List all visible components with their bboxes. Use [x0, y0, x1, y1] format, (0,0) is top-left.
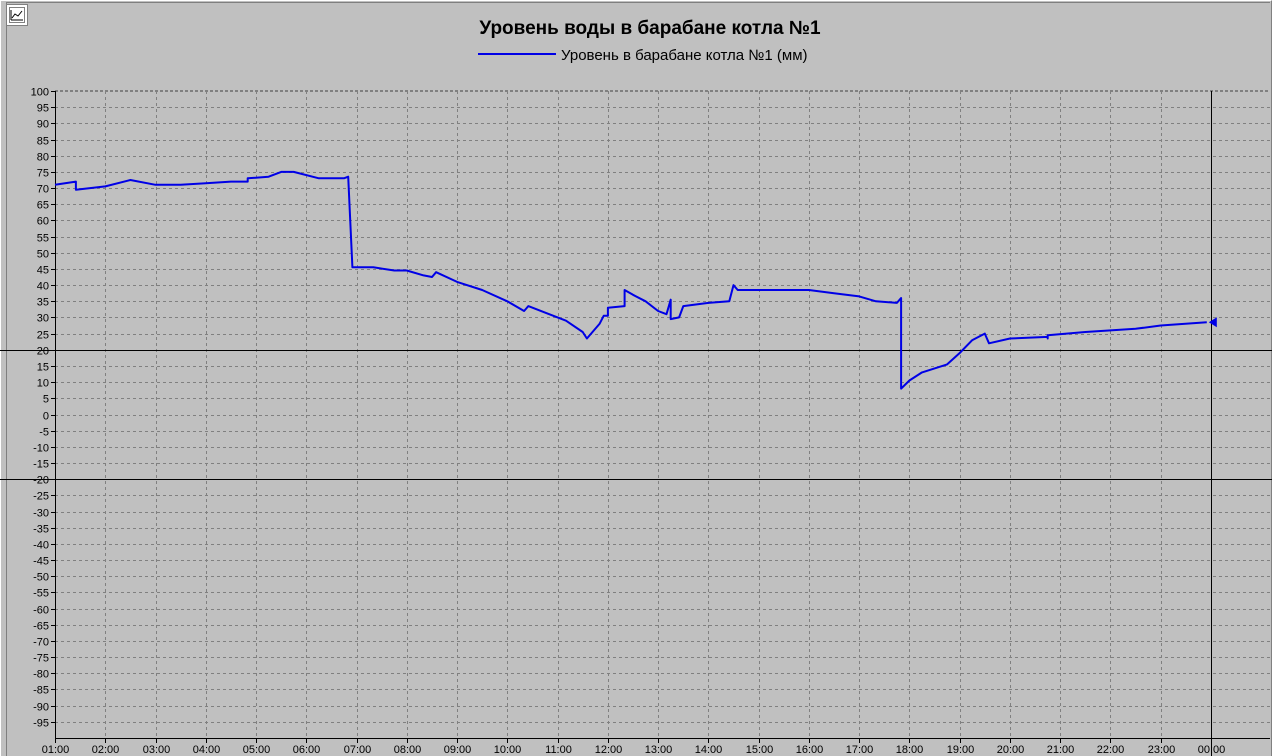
y-tick-label: -80	[33, 669, 49, 681]
y-tick-label: -50	[33, 572, 49, 584]
y-axis-ticks: 1009590858075706560555045403530252015105…	[31, 87, 55, 730]
y-tick-label: -85	[33, 685, 49, 697]
cursor-layer	[1208, 91, 1217, 756]
y-tick-label: 55	[37, 233, 49, 245]
y-tick-label: 45	[37, 265, 49, 277]
y-tick-label: 60	[37, 216, 49, 228]
x-tick-label: 21:00	[1047, 744, 1075, 756]
x-tick-label: 15:00	[746, 744, 774, 756]
x-tick-label: 08:00	[394, 744, 422, 756]
y-tick-label: -45	[33, 556, 49, 568]
y-tick-label: -35	[33, 524, 49, 536]
chart-settings-button[interactable]	[6, 4, 28, 26]
y-tick-label: 65	[37, 200, 49, 212]
x-tick-label: 17:00	[846, 744, 874, 756]
y-tick-label: 20	[37, 346, 49, 358]
x-tick-label: 20:00	[997, 744, 1025, 756]
x-tick-label: 02:00	[92, 744, 120, 756]
y-tick-label: 5	[43, 394, 49, 406]
x-tick-label: 13:00	[645, 744, 673, 756]
chart-icon	[9, 7, 25, 23]
legend: Уровень в барабане котла №1 (мм)	[478, 47, 808, 64]
legend-series-label: Уровень в барабане котла №1 (мм)	[561, 47, 808, 64]
y-tick-label: 75	[37, 168, 49, 180]
y-tick-label: -20	[33, 475, 49, 487]
limit-lines	[0, 350, 1272, 480]
y-tick-label: 85	[37, 136, 49, 148]
y-tick-label: 30	[37, 313, 49, 325]
y-tick-label: -25	[33, 491, 49, 503]
x-tick-label: 22:00	[1097, 744, 1125, 756]
x-tick-label: 03:00	[143, 744, 171, 756]
x-tick-label: 18:00	[896, 744, 924, 756]
y-tick-label: -10	[33, 443, 49, 455]
x-tick-label: 19:00	[947, 744, 975, 756]
x-tick-label: 16:00	[796, 744, 824, 756]
y-tick-label: 90	[37, 119, 49, 131]
series-layer	[54, 170, 1207, 390]
series-line	[54, 170, 1207, 390]
y-tick-label: -5	[39, 427, 49, 439]
x-tick-label: 09:00	[444, 744, 472, 756]
grid	[55, 90, 1270, 738]
chart-panel	[6, 2, 1270, 756]
x-axis-ticks: 01:00 02:00 03:00 04:00 05:00 06:00 07:00 08:00…	[42, 738, 1225, 756]
y-tick-label: -75	[33, 653, 49, 665]
current-value-marker	[1208, 317, 1217, 328]
x-tick-label: 06:00	[293, 744, 321, 756]
x-tick-label: 23:00	[1148, 744, 1176, 756]
y-tick-label: -65	[33, 621, 49, 633]
x-tick-label: 12:00	[595, 744, 623, 756]
y-tick-label: 50	[37, 249, 49, 261]
x-tick-label: 04:00	[193, 744, 221, 756]
x-tick-label: 01:00	[42, 744, 70, 756]
y-tick-label: 0	[43, 411, 49, 423]
y-tick-label: 80	[37, 152, 49, 164]
x-tick-label: 07:00	[344, 744, 372, 756]
y-tick-label: 25	[37, 330, 49, 342]
y-tick-label: 70	[37, 184, 49, 196]
x-tick-label: 05:00	[243, 744, 271, 756]
chart-title: Уровень воды в барабане котла №1	[479, 18, 821, 39]
y-tick-label: 35	[37, 297, 49, 309]
y-tick-label: -90	[33, 702, 49, 714]
y-tick-label: 100	[31, 87, 49, 99]
y-tick-label: 95	[37, 103, 49, 115]
y-tick-label: 40	[37, 281, 49, 293]
y-tick-label: -95	[33, 718, 49, 730]
axes	[55, 91, 1270, 739]
y-tick-label: -60	[33, 605, 49, 617]
x-tick-label: 10:00	[494, 744, 522, 756]
y-tick-label: 10	[37, 378, 49, 390]
y-tick-label: -40	[33, 540, 49, 552]
y-tick-label: 15	[37, 362, 49, 374]
y-tick-label: -55	[33, 588, 49, 600]
x-tick-label: 14:00	[695, 744, 723, 756]
y-tick-label: -30	[33, 508, 49, 520]
y-tick-label: -15	[33, 459, 49, 471]
x-tick-label: 11:00	[545, 744, 572, 756]
y-tick-label: -70	[33, 637, 49, 649]
